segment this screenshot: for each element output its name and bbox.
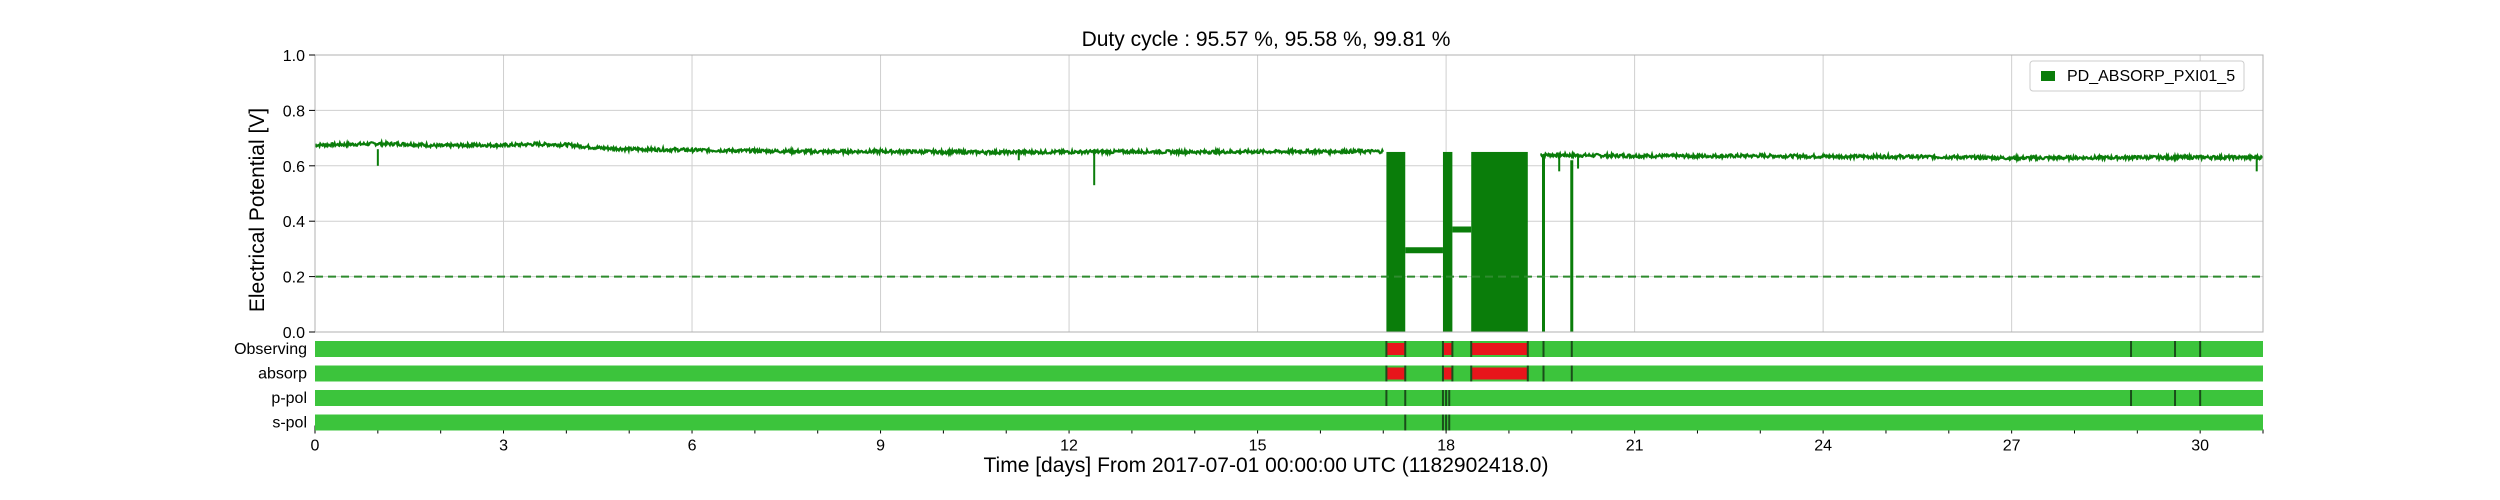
x-tick-label: 15 — [1249, 438, 1267, 455]
segment-label: Observing — [234, 341, 307, 358]
x-tick-label: 18 — [1437, 438, 1455, 455]
segment-bar-inactive — [1471, 343, 1528, 355]
y-tick-label: 0.0 — [283, 325, 305, 342]
x-tick-label: 21 — [1626, 438, 1644, 455]
y-tick-label: 0.8 — [283, 103, 305, 120]
segment-bar-active — [315, 341, 2263, 357]
y-tick-label: 1.0 — [283, 48, 305, 65]
segment-label: absorp — [258, 366, 307, 383]
series-layer — [314, 138, 2264, 332]
segment-bar-inactive — [1386, 343, 1406, 355]
x-tick-label: 24 — [1814, 438, 1832, 455]
x-tick-label: 9 — [876, 438, 885, 455]
legend-box — [2029, 60, 2245, 92]
series-line-pre — [314, 138, 1385, 158]
noisy-block — [1386, 151, 1406, 332]
x-tick-label: 3 — [499, 438, 508, 455]
axes-layer: 0.0 0.2 0.4 0.6 0.8 1.0 0 3 6 9 12 15 18 21 24 27 30 — [283, 48, 2264, 455]
y-tick-label: 0.4 — [283, 214, 305, 231]
series-line-post — [1539, 150, 2264, 164]
x-tick-label: 30 — [2191, 438, 2209, 455]
noisy-block — [1471, 151, 1528, 332]
segment-bar-active — [315, 365, 2263, 382]
segment-label: p-pol — [271, 390, 307, 407]
segment-bar-inactive — [1442, 343, 1453, 355]
legend-entry-label: PD_ABSORP_PXI01_5 — [2067, 68, 2235, 85]
x-tick-label: 12 — [1060, 438, 1078, 455]
segment-bar-inactive — [1471, 367, 1528, 380]
grid-layer — [314, 54, 2263, 333]
segment-bar-active — [315, 390, 2263, 406]
y-axis-label: Electrical Potential [V] — [246, 108, 269, 312]
segment-bar-inactive — [1442, 367, 1453, 380]
x-axis-label: Time [days] From 2017-07-01 00:00:00 UTC… — [984, 454, 1549, 477]
noisy-block — [1442, 151, 1453, 332]
segment-bar-active — [315, 414, 2263, 431]
segments-layer: Observing absorp p-pol s-pol — [234, 341, 2263, 432]
segment-bar-inactive — [1386, 367, 1406, 380]
segment-label: s-pol — [272, 415, 307, 432]
x-tick-label: 6 — [688, 438, 697, 455]
chart-title: Duty cycle : 95.57 %, 95.58 %, 99.81 % — [1082, 28, 1451, 51]
plot-frame — [314, 54, 2264, 333]
x-tick-label: 27 — [2003, 438, 2021, 455]
legend-swatch — [2041, 71, 2055, 81]
legend: PD_ABSORP_PXI01_5 — [2029, 60, 2245, 92]
y-tick-label: 0.2 — [283, 270, 305, 287]
x-tick-label: 0 — [311, 438, 320, 455]
y-tick-label: 0.6 — [283, 159, 305, 176]
